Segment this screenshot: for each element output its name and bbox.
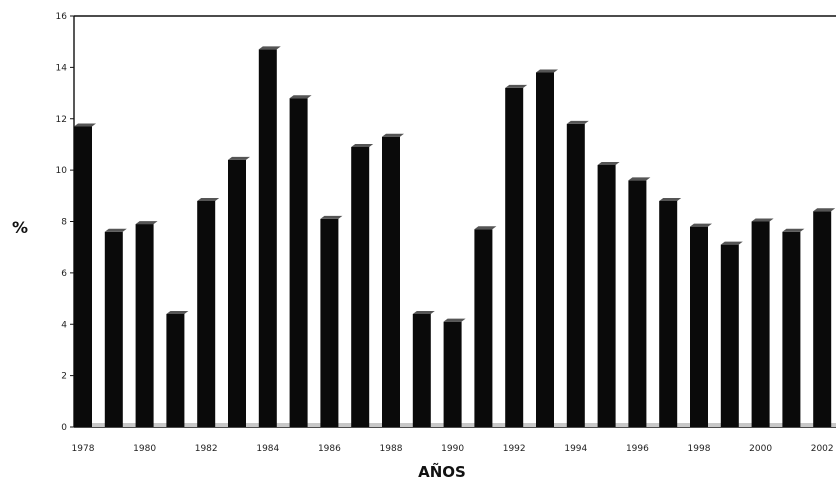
bar-top-1994 bbox=[566, 120, 589, 124]
x-axis-ticks: 1978 1980 1982 1984 1986 1988 1990 1992 1994 1996… bbox=[72, 444, 834, 454]
y-tick-label: 10 bbox=[56, 166, 68, 176]
bar-top-1992 bbox=[505, 84, 528, 88]
bar-top-1988 bbox=[382, 133, 404, 137]
y-tick-label: 0 bbox=[61, 423, 67, 433]
bar-top-1978 bbox=[74, 123, 96, 127]
bar-1984 bbox=[258, 49, 277, 428]
y-tick-label: 16 bbox=[56, 12, 68, 22]
y-tick-label: 14 bbox=[56, 63, 68, 73]
x-axis-title: AÑOS bbox=[418, 462, 466, 481]
bar-top-1985 bbox=[289, 95, 312, 99]
bar-1992 bbox=[505, 87, 524, 428]
x-tick-label: 1998 bbox=[688, 444, 711, 454]
bar-top-1982 bbox=[197, 197, 220, 201]
bar-top-1993 bbox=[536, 69, 558, 73]
bar-top-1983 bbox=[228, 156, 250, 160]
bar-1979 bbox=[104, 231, 123, 427]
bar-top-1987 bbox=[351, 144, 374, 148]
bar-1990 bbox=[443, 321, 462, 427]
y-axis-ticks: 0 2 4 6 8 10 12 14 16 bbox=[56, 12, 74, 433]
bar-1981 bbox=[166, 313, 185, 427]
bar-1983 bbox=[228, 159, 246, 427]
bar-top-2002 bbox=[813, 208, 836, 212]
x-tick-label: 1986 bbox=[318, 444, 341, 454]
y-axis-title: % bbox=[12, 218, 28, 237]
bar-1996 bbox=[628, 180, 647, 427]
bar-1982 bbox=[197, 200, 216, 427]
bar-1978 bbox=[74, 126, 92, 428]
bar-1987 bbox=[351, 147, 370, 427]
bar-1985 bbox=[289, 98, 308, 427]
x-tick-label: 1996 bbox=[626, 444, 649, 454]
bar-1988 bbox=[382, 136, 400, 427]
bar-top-1980 bbox=[135, 221, 158, 225]
bar-top-1986 bbox=[320, 215, 343, 219]
bar-1991 bbox=[474, 229, 493, 427]
x-tick-label: 1994 bbox=[564, 444, 587, 454]
bar-top-1996 bbox=[628, 177, 651, 181]
x-tick-label: 1988 bbox=[380, 444, 403, 454]
x-tick-label: 2000 bbox=[749, 444, 772, 454]
bar-top-1997 bbox=[659, 197, 682, 201]
x-tick-label: 1992 bbox=[503, 444, 526, 454]
bar-top-1999 bbox=[720, 241, 743, 245]
x-tick-label: 1978 bbox=[72, 444, 95, 454]
x-tick-label: 1980 bbox=[133, 444, 156, 454]
bar-top-1984 bbox=[258, 46, 281, 50]
y-tick-label: 2 bbox=[61, 372, 67, 382]
bar-2000 bbox=[751, 221, 770, 427]
bar-top-1995 bbox=[597, 161, 620, 165]
x-tick-label: 2002 bbox=[811, 444, 834, 454]
bar-1989 bbox=[412, 313, 431, 427]
bars bbox=[74, 46, 836, 428]
bar-top-1989 bbox=[412, 310, 435, 314]
bar-top-2001 bbox=[782, 228, 805, 232]
bar-2001 bbox=[782, 231, 801, 427]
bar-1994 bbox=[566, 123, 585, 427]
bar-1980 bbox=[135, 224, 154, 427]
bar-top-1990 bbox=[443, 318, 466, 322]
bar-1995 bbox=[597, 164, 616, 428]
bar-top-1981 bbox=[166, 310, 189, 314]
y-tick-label: 4 bbox=[61, 320, 67, 330]
y-tick-label: 12 bbox=[56, 115, 67, 125]
bar-top-2000 bbox=[751, 218, 774, 222]
bar-2002 bbox=[813, 211, 832, 427]
bar-1986 bbox=[320, 218, 339, 427]
bar-1998 bbox=[690, 226, 708, 427]
bar-1999 bbox=[720, 244, 739, 427]
bar-top-1998 bbox=[690, 223, 712, 227]
bar-top-1979 bbox=[104, 228, 127, 232]
x-tick-label: 1982 bbox=[195, 444, 218, 454]
bar-top-1991 bbox=[474, 226, 497, 230]
bar-1993 bbox=[536, 72, 554, 427]
y-tick-label: 8 bbox=[61, 218, 67, 228]
x-tick-label: 1990 bbox=[441, 444, 464, 454]
bar-1997 bbox=[659, 200, 678, 427]
y-tick-label: 6 bbox=[61, 269, 67, 279]
x-tick-label: 1984 bbox=[256, 444, 279, 454]
